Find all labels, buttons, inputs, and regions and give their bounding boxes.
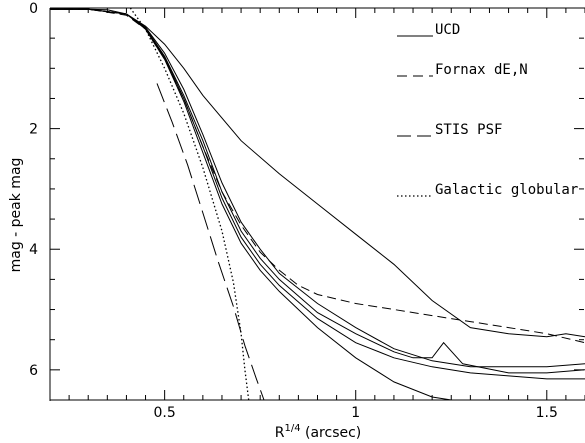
legend-label: Galactic globular [435, 182, 578, 198]
x-axis-title-main: R [275, 425, 285, 441]
plot-area [50, 8, 585, 400]
y-tick-label: 6 [29, 363, 38, 379]
series-line-solid-5 [50, 8, 452, 400]
y-tick-label: 4 [29, 242, 38, 258]
x-tick-label: 1.5 [536, 405, 558, 421]
x-tick-label: 0.5 [154, 405, 176, 421]
y-tick-label: 0 [29, 1, 38, 17]
y-tick-label: 2 [29, 122, 38, 138]
legend-label: UCD [435, 22, 460, 38]
series-line-dotted-8 [129, 8, 250, 400]
x-axis-title-sup: 1/4 [284, 423, 300, 434]
legend: UCD Fornax dE,N STIS PSF Galactic globular [397, 22, 578, 198]
x-tick-label: 1 [351, 405, 360, 421]
legend-label: STIS PSF [435, 122, 502, 138]
axes: 0.5 1 1.5 0 2 4 6 [29, 1, 585, 421]
x-axis-title-suffix: (arcsec) [301, 425, 362, 441]
series-line-solid-1 [50, 8, 585, 338]
series-line-dashed-6 [50, 8, 585, 344]
y-axis-title: mag - peak mag [8, 158, 24, 273]
series-line-longdash-7 [156, 83, 265, 400]
legend-label: Fornax dE,N [435, 62, 528, 78]
x-axis-title: R1/4 (arcsec) [275, 423, 362, 441]
